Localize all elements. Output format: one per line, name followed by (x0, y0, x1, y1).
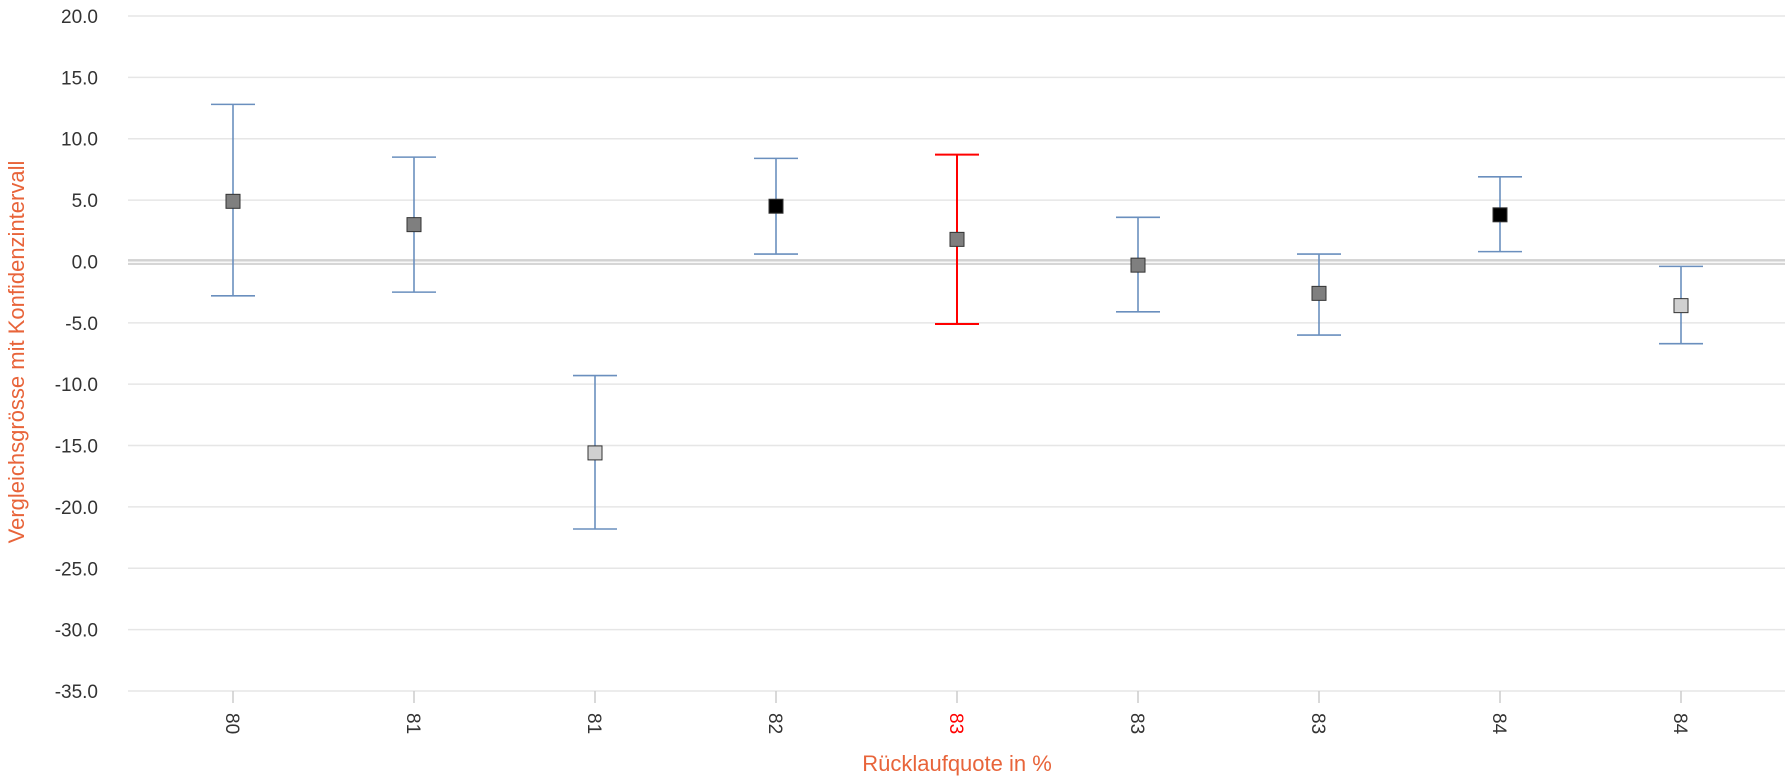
x-axis-title: Rücklaufquote in % (862, 751, 1052, 776)
data-point-marker (1311, 285, 1327, 301)
x-tick-label: 84 (1488, 713, 1509, 735)
y-tick-label: -25.0 (55, 559, 98, 580)
x-tick-label: 83 (1307, 713, 1328, 734)
data-point-marker (1673, 298, 1689, 314)
y-tick-label: 5.0 (72, 191, 98, 212)
grid-lines (128, 15, 1785, 692)
data-point-marker (949, 231, 965, 247)
x-tick-labels: 80 81 81 82 83 83 83 84 84 (221, 691, 1690, 735)
data-point-marker (406, 217, 422, 233)
point-markers (225, 193, 1689, 461)
x-tick-label: 80 (221, 713, 242, 734)
data-point-marker (768, 198, 784, 214)
x-tick-label: 82 (764, 713, 785, 734)
y-tick-label: -30.0 (55, 621, 98, 642)
x-tick-label: 83 (945, 713, 966, 734)
x-tick-label: 84 (1669, 713, 1690, 735)
y-tick-label: -5.0 (65, 314, 98, 335)
y-tick-label: -10.0 (55, 375, 98, 396)
confidence-intervals (211, 103, 1703, 530)
y-tick-labels: 20.0 15.0 10.0 5.0 0.0 -5.0 -10.0 -15.0 -20.0 -25… (55, 7, 98, 703)
x-tick-label: 81 (583, 713, 604, 734)
data-point-marker (587, 445, 603, 461)
data-point-marker (225, 193, 241, 209)
y-tick-label: 20.0 (61, 7, 98, 28)
y-tick-label: -35.0 (55, 682, 98, 703)
y-axis-title: Vergleichsgrösse mit Konfidenzintervall (4, 161, 29, 544)
y-tick-label: -15.0 (55, 437, 98, 458)
y-tick-label: 15.0 (61, 68, 98, 89)
data-point-marker (1130, 257, 1146, 273)
data-point-marker (1492, 207, 1508, 223)
x-tick-label: 83 (1126, 713, 1147, 734)
y-tick-label: -20.0 (55, 498, 98, 519)
y-tick-label: 0.0 (72, 252, 98, 273)
x-tick-label: 81 (402, 713, 423, 734)
y-tick-label: 10.0 (61, 130, 98, 151)
